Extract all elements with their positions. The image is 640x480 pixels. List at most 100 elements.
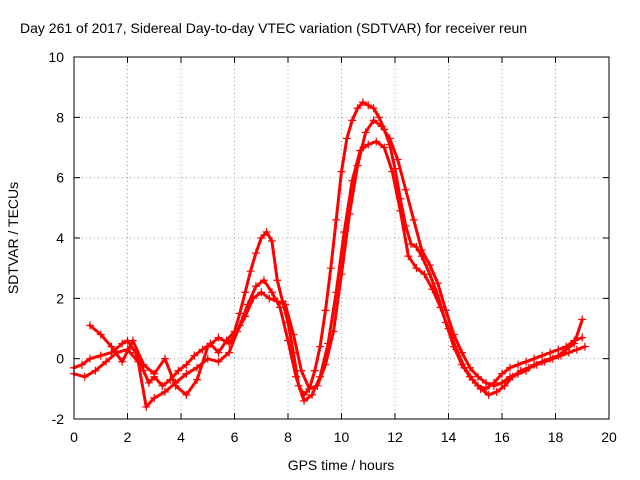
data-point (369, 116, 378, 125)
data-point (554, 351, 563, 360)
data-point (425, 261, 434, 270)
data-point (198, 345, 207, 354)
data-point (91, 366, 100, 375)
data-point (160, 387, 169, 396)
data-point (506, 363, 515, 372)
data-point (158, 381, 167, 390)
data-point (144, 378, 153, 387)
data-point (160, 354, 169, 363)
data-point (506, 372, 515, 381)
data-point (407, 240, 416, 249)
data-point (267, 237, 276, 246)
data-point (259, 276, 268, 285)
data-point (417, 246, 426, 255)
data-point (481, 378, 490, 387)
data-point (292, 372, 301, 381)
y-tick-label: 8 (56, 109, 64, 125)
chart-title: Day 261 of 2017, Sidereal Day-to-day VTE… (20, 20, 527, 36)
data-point (251, 249, 260, 258)
data-point (441, 306, 450, 315)
data-point (326, 264, 335, 273)
data-point (86, 321, 95, 330)
data-point (374, 113, 383, 122)
data-point (316, 342, 325, 351)
data-point (404, 252, 413, 261)
data-point (171, 381, 180, 390)
y-axis-ticks: -2 0 2 4 6 8 10 (48, 49, 609, 427)
data-point (514, 369, 523, 378)
data-point (468, 375, 477, 384)
data-point (498, 378, 506, 387)
data-point (409, 215, 418, 224)
data-point (412, 264, 421, 273)
data-point (257, 234, 266, 242)
data-point (332, 215, 341, 224)
data-point (449, 330, 458, 339)
data-point (262, 227, 271, 236)
data-point (128, 336, 137, 345)
x-tick-label: 2 (124, 429, 132, 445)
data-point (337, 270, 346, 279)
data-point (578, 315, 587, 324)
data-point (150, 369, 159, 378)
data-point (396, 206, 405, 215)
data-point (546, 354, 555, 363)
data-point (342, 134, 351, 143)
data-point (308, 390, 317, 399)
x-tick-label: 10 (334, 429, 350, 445)
data-point (522, 357, 531, 366)
data-point (80, 372, 89, 381)
data-point (364, 140, 373, 149)
data-point (96, 351, 105, 360)
series-line (88, 118, 584, 397)
data-point (401, 185, 410, 194)
data-point (284, 336, 292, 345)
data-point (321, 360, 330, 369)
data-point (102, 357, 111, 366)
data-point (578, 333, 587, 342)
data-point (385, 134, 394, 143)
y-tick-label: 4 (56, 230, 64, 246)
data-point (420, 270, 429, 279)
x-tick-label: 12 (387, 429, 403, 445)
data-point (139, 360, 148, 369)
data-point (251, 282, 260, 291)
y-tick-label: 2 (56, 290, 64, 306)
data-point (118, 339, 127, 348)
data-point (273, 297, 282, 306)
data-point (265, 294, 274, 303)
data-point (364, 101, 373, 110)
data-point (377, 122, 386, 131)
data-point (433, 279, 442, 288)
data-point (150, 393, 159, 402)
data-point (522, 366, 531, 375)
data-point (305, 384, 314, 393)
data-point (174, 366, 183, 375)
data-point (214, 348, 223, 357)
y-tick-label: 6 (56, 170, 64, 186)
data-point (388, 167, 397, 176)
data-point (492, 387, 501, 396)
data-point (498, 369, 506, 378)
data-point (369, 104, 378, 113)
data-point (412, 243, 421, 252)
data-point (436, 303, 445, 312)
data-point (473, 372, 482, 381)
data-point (358, 98, 367, 107)
x-tick-label: 0 (70, 429, 78, 445)
data-point (289, 330, 298, 339)
data-point (380, 143, 389, 152)
data-point (225, 348, 234, 357)
data-point (337, 167, 346, 176)
data-point (246, 267, 255, 276)
data-point (348, 116, 357, 125)
data-point (214, 333, 223, 342)
data-point (372, 137, 381, 146)
data-point (96, 330, 105, 339)
x-axis-ticks: 0 2 4 6 8 10 12 14 16 18 20 (70, 57, 617, 445)
data-point (300, 396, 309, 405)
x-tick-label: 8 (284, 429, 292, 445)
data-point (393, 155, 402, 164)
data-point (249, 294, 258, 303)
